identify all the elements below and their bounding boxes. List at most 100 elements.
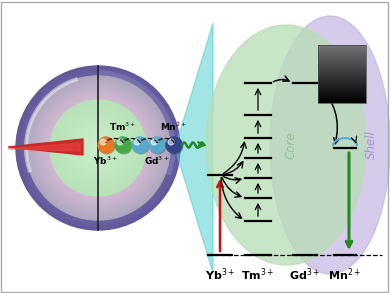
Circle shape [71, 121, 125, 175]
Circle shape [16, 66, 180, 230]
Ellipse shape [206, 25, 366, 265]
Circle shape [83, 133, 113, 163]
Wedge shape [98, 93, 153, 167]
Circle shape [91, 141, 105, 155]
Circle shape [43, 93, 153, 203]
Circle shape [80, 130, 116, 166]
Circle shape [53, 103, 143, 193]
Wedge shape [98, 121, 125, 157]
Wedge shape [98, 103, 143, 163]
Wedge shape [98, 71, 175, 174]
Circle shape [38, 88, 158, 208]
Wedge shape [98, 119, 127, 158]
Circle shape [32, 82, 164, 214]
Wedge shape [98, 115, 131, 159]
Wedge shape [98, 99, 147, 165]
Circle shape [61, 111, 135, 185]
Circle shape [36, 86, 160, 210]
Circle shape [46, 96, 150, 200]
Circle shape [51, 101, 145, 195]
Circle shape [59, 109, 137, 187]
Wedge shape [98, 106, 140, 162]
Circle shape [48, 98, 148, 198]
Circle shape [37, 87, 159, 209]
Circle shape [93, 143, 103, 153]
Wedge shape [98, 143, 103, 150]
Text: Yb$^{3+}$: Yb$^{3+}$ [205, 267, 235, 283]
Circle shape [26, 76, 170, 220]
Wedge shape [98, 76, 170, 173]
Wedge shape [98, 116, 130, 159]
Circle shape [116, 138, 132, 154]
Circle shape [97, 147, 99, 149]
Text: Tm$^{3+}$: Tm$^{3+}$ [109, 121, 137, 133]
Circle shape [49, 99, 147, 197]
Circle shape [42, 92, 154, 204]
Circle shape [37, 87, 159, 209]
Wedge shape [98, 130, 116, 154]
Circle shape [56, 106, 140, 190]
Circle shape [77, 127, 119, 169]
Circle shape [50, 100, 146, 196]
Circle shape [55, 105, 141, 191]
Text: Gd$^{3+}$: Gd$^{3+}$ [144, 155, 170, 167]
Circle shape [39, 89, 157, 207]
Wedge shape [98, 98, 148, 165]
Polygon shape [8, 143, 80, 151]
Circle shape [85, 135, 111, 161]
Circle shape [65, 115, 131, 181]
Circle shape [49, 99, 147, 197]
Wedge shape [98, 75, 171, 173]
Circle shape [84, 134, 112, 162]
Circle shape [82, 132, 114, 164]
Circle shape [46, 96, 150, 200]
Wedge shape [98, 113, 133, 160]
Circle shape [78, 128, 118, 168]
Circle shape [150, 138, 166, 154]
Circle shape [133, 138, 149, 154]
Wedge shape [98, 129, 117, 154]
Wedge shape [98, 108, 138, 162]
Circle shape [42, 92, 154, 204]
Circle shape [40, 90, 156, 206]
Circle shape [18, 68, 178, 228]
Circle shape [117, 139, 123, 145]
Wedge shape [98, 90, 156, 168]
Circle shape [43, 93, 153, 203]
Circle shape [86, 136, 110, 160]
Wedge shape [98, 105, 141, 163]
Circle shape [79, 129, 117, 167]
Wedge shape [98, 126, 120, 156]
Circle shape [53, 103, 143, 193]
Wedge shape [98, 141, 105, 150]
Wedge shape [98, 107, 139, 162]
Circle shape [38, 88, 158, 208]
Wedge shape [98, 109, 137, 161]
Text: Tm$^{3+}$: Tm$^{3+}$ [241, 267, 275, 283]
Wedge shape [98, 111, 135, 161]
Circle shape [21, 71, 175, 225]
Wedge shape [98, 125, 121, 156]
Circle shape [72, 122, 124, 174]
Wedge shape [98, 89, 157, 168]
Circle shape [58, 108, 138, 188]
Circle shape [66, 116, 130, 180]
Circle shape [54, 104, 142, 192]
Text: Core: Core [284, 131, 298, 159]
Wedge shape [98, 72, 174, 174]
Circle shape [167, 138, 183, 154]
Wedge shape [98, 95, 151, 166]
Wedge shape [98, 77, 169, 172]
Circle shape [97, 147, 99, 149]
Circle shape [81, 131, 115, 165]
Circle shape [45, 95, 151, 201]
Wedge shape [98, 74, 172, 173]
Circle shape [51, 101, 145, 195]
Circle shape [90, 140, 106, 156]
Circle shape [64, 114, 132, 182]
Circle shape [75, 125, 121, 171]
Text: Mn$^{2+}$: Mn$^{2+}$ [328, 267, 362, 283]
Wedge shape [98, 78, 168, 172]
Circle shape [71, 121, 125, 175]
Text: Shell: Shell [365, 131, 378, 159]
